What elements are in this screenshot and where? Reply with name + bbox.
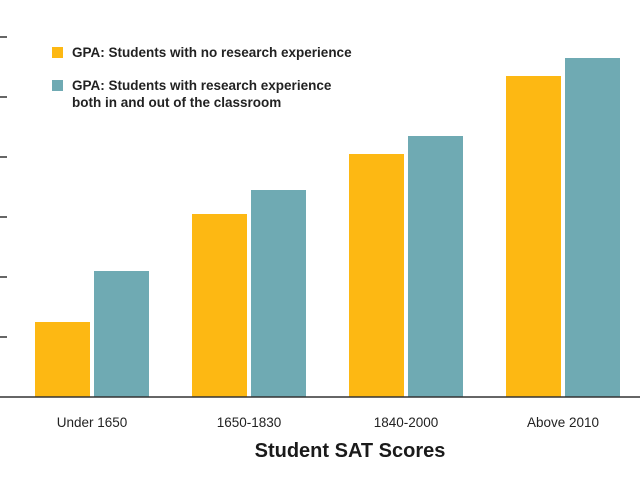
bars (35, 58, 620, 397)
legend-swatch-yellow (52, 47, 63, 58)
x-tick-label: 1650-1830 (217, 415, 282, 430)
x-tick-label: 1840-2000 (374, 415, 439, 430)
legend: GPA: Students with no research experienc… (52, 44, 392, 127)
bar-with-research (565, 58, 620, 397)
legend-label: GPA: Students with research experience b… (72, 78, 332, 110)
bar-no-research (506, 76, 561, 397)
legend-item-no-research: GPA: Students with no research experienc… (52, 44, 392, 61)
legend-label: GPA: Students with no research experienc… (72, 45, 352, 60)
x-tick-label: Under 1650 (57, 415, 128, 430)
bar-with-research (94, 271, 149, 397)
x-tick-labels: Under 1650 1650-1830 1840-2000 Above 2010 (57, 415, 599, 430)
bar-no-research (349, 154, 404, 397)
legend-swatch-teal (52, 80, 63, 91)
x-axis-title: Student SAT Scores (254, 440, 446, 462)
y-axis-ticks (0, 36, 7, 338)
legend-item-with-research: GPA: Students with research experience b… (52, 77, 392, 111)
bar-no-research (192, 214, 247, 397)
x-tick-label: Above 2010 (527, 415, 599, 430)
bar-with-research (408, 136, 463, 397)
bar-with-research (251, 190, 306, 397)
bar-no-research (35, 322, 90, 397)
